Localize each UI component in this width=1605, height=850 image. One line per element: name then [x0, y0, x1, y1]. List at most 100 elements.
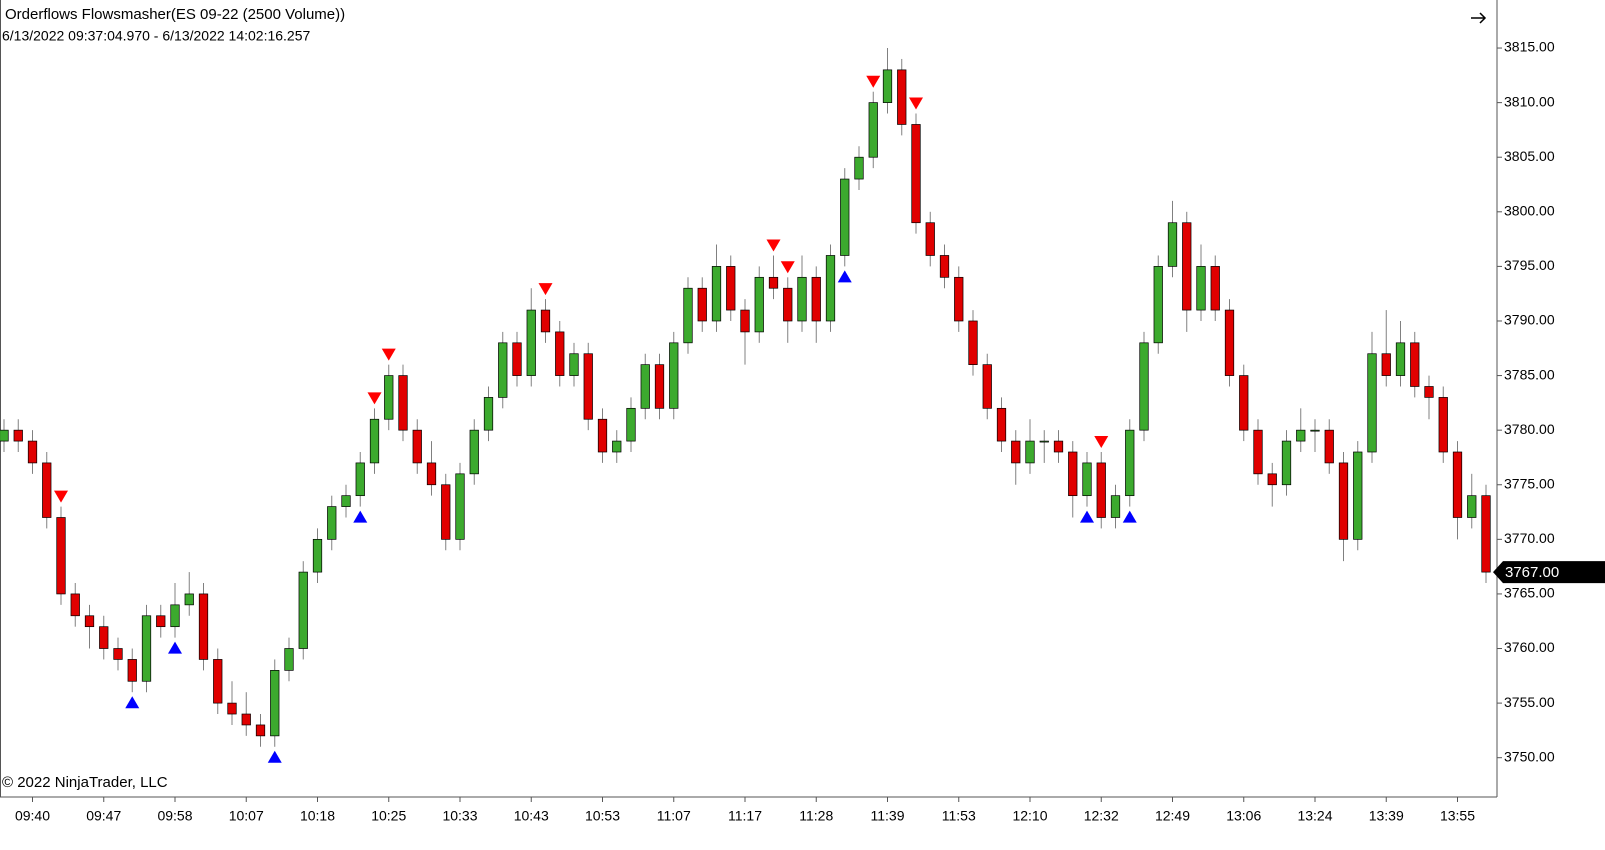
x-tick-label: 11:39	[871, 808, 905, 824]
y-tick-label: 3765.00	[1504, 585, 1555, 601]
candle-body	[1167, 222, 1178, 267]
candle-body	[583, 353, 593, 420]
candle-body	[640, 364, 650, 409]
candle-body	[56, 517, 66, 595]
candle-body	[1395, 342, 1406, 376]
candle-body	[1039, 440, 1049, 443]
candle-body	[99, 626, 109, 649]
candle-body	[284, 648, 294, 671]
candle-body	[612, 440, 622, 453]
candle-body	[1239, 375, 1249, 431]
candle-body	[469, 429, 479, 475]
candle-body	[1011, 440, 1021, 464]
candle-body	[312, 538, 323, 573]
candle-body	[939, 255, 950, 278]
candle-body	[1424, 386, 1434, 398]
copyright: © 2022 NinjaTrader, LLC	[2, 774, 168, 791]
sell-signal	[54, 490, 68, 503]
x-tick-label: 09:40	[15, 808, 50, 824]
x-tick-label: 10:25	[371, 808, 406, 824]
x-tick-label: 11:53	[942, 808, 976, 824]
last-price-label: 3767.00	[1505, 564, 1559, 581]
x-tick-label: 10:07	[229, 808, 264, 824]
candle-body	[341, 495, 351, 507]
candle-body	[1267, 473, 1277, 486]
candle-body	[526, 309, 536, 376]
candle-body	[426, 462, 437, 486]
x-tick-label: 12:49	[1155, 808, 1190, 824]
candle-body	[982, 364, 992, 409]
candle-body	[1196, 266, 1206, 311]
candle-body	[654, 364, 665, 409]
candle-body	[740, 309, 750, 333]
buy-signal	[837, 270, 852, 283]
candle-body	[925, 222, 935, 256]
candle-body	[954, 276, 964, 322]
candle-body	[483, 397, 494, 431]
candle-body	[540, 309, 551, 333]
candle-body	[127, 659, 137, 682]
candle-body	[298, 571, 308, 649]
candle-body	[882, 69, 893, 103]
candle-body	[825, 255, 836, 322]
candle-body	[1082, 462, 1092, 497]
candle-body	[1381, 353, 1391, 376]
candle-body	[868, 102, 878, 158]
candle-body	[1096, 462, 1106, 518]
buy-signal	[1122, 510, 1137, 523]
sell-signal	[866, 75, 881, 88]
candle-body	[1139, 342, 1149, 431]
y-tick-label: 3750.00	[1504, 748, 1555, 764]
candle-body	[198, 593, 209, 660]
candle-body	[1481, 495, 1491, 573]
candle-body	[1338, 462, 1349, 540]
sell-signal	[909, 97, 923, 110]
candle-body	[1224, 309, 1235, 376]
candle-body	[227, 702, 237, 715]
candle-body	[384, 375, 394, 420]
chart-subtitle: 6/13/2022 09:37:04.970 - 6/13/2022 14:02…	[2, 28, 310, 44]
candle-body	[1153, 266, 1163, 344]
sell-signal	[766, 239, 781, 252]
y-tick-label: 3795.00	[1504, 257, 1555, 273]
candle-body	[783, 287, 793, 322]
sell-signal	[367, 392, 382, 405]
candle-body	[270, 670, 280, 737]
y-tick-label: 3760.00	[1504, 639, 1555, 655]
buy-signal	[353, 510, 368, 523]
candle-body	[170, 604, 180, 628]
candle-body	[355, 462, 365, 497]
candle-body	[70, 593, 80, 617]
candle-body	[255, 724, 266, 737]
candle-body	[327, 506, 337, 540]
last-price-box	[1493, 561, 1605, 584]
candle-body	[184, 593, 194, 606]
buy-signal	[267, 750, 282, 763]
candle-body	[141, 615, 152, 682]
y-tick-label: 3775.00	[1504, 475, 1555, 491]
buy-signal	[1080, 510, 1094, 523]
x-tick-label: 09:58	[157, 808, 192, 824]
candle-body	[854, 156, 864, 180]
candle-body	[0, 429, 9, 442]
candle-body	[797, 276, 807, 322]
candle-body	[241, 713, 251, 726]
arrow-icon[interactable]	[1471, 12, 1487, 24]
x-tick-label: 13:55	[1440, 808, 1475, 824]
x-tick-label: 10:33	[442, 808, 477, 824]
candle-body	[1068, 451, 1078, 497]
sell-signal	[1094, 435, 1109, 448]
y-tick-label: 3810.00	[1504, 93, 1555, 109]
x-tick-label: 13:06	[1226, 808, 1261, 824]
candle-body	[156, 615, 166, 628]
candle-body	[1296, 429, 1306, 442]
candle-body	[42, 462, 52, 518]
y-tick-label: 3785.00	[1504, 366, 1555, 382]
candle-body	[369, 418, 380, 464]
x-tick-label: 10:43	[514, 808, 549, 824]
candle-body	[398, 375, 408, 431]
candle-body	[754, 276, 764, 333]
candle-body	[13, 429, 23, 442]
x-tick-label: 12:32	[1084, 808, 1119, 824]
